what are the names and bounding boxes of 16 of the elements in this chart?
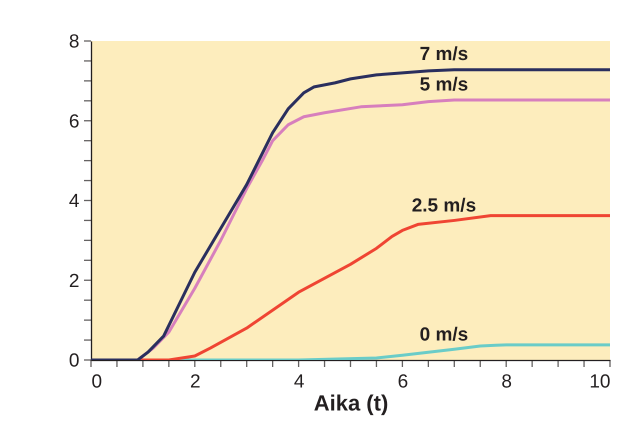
x-tick-label: 2 — [190, 372, 201, 392]
y-tick-label: 8 — [68, 32, 80, 52]
y-tick-label: 2 — [68, 270, 80, 292]
x-axis-title: Aika (t) — [314, 390, 388, 416]
series-label: 0 m/s — [420, 324, 468, 346]
x-tick-label: 0 — [92, 372, 102, 392]
x-tick-label: 8 — [501, 372, 512, 392]
series-label: 2.5 m/s — [412, 196, 476, 217]
x-tick-label: 4 — [294, 372, 305, 392]
x-tick-label: 6 — [398, 372, 408, 392]
y-tick-label: 6 — [68, 111, 80, 132]
series-label: 5 m/s — [420, 74, 468, 96]
x-tick-label: 10 — [589, 372, 610, 392]
y-tick-label: 4 — [68, 191, 80, 212]
y-tick-label: 0 — [68, 350, 80, 372]
series-label: 7 m/s — [420, 44, 468, 66]
